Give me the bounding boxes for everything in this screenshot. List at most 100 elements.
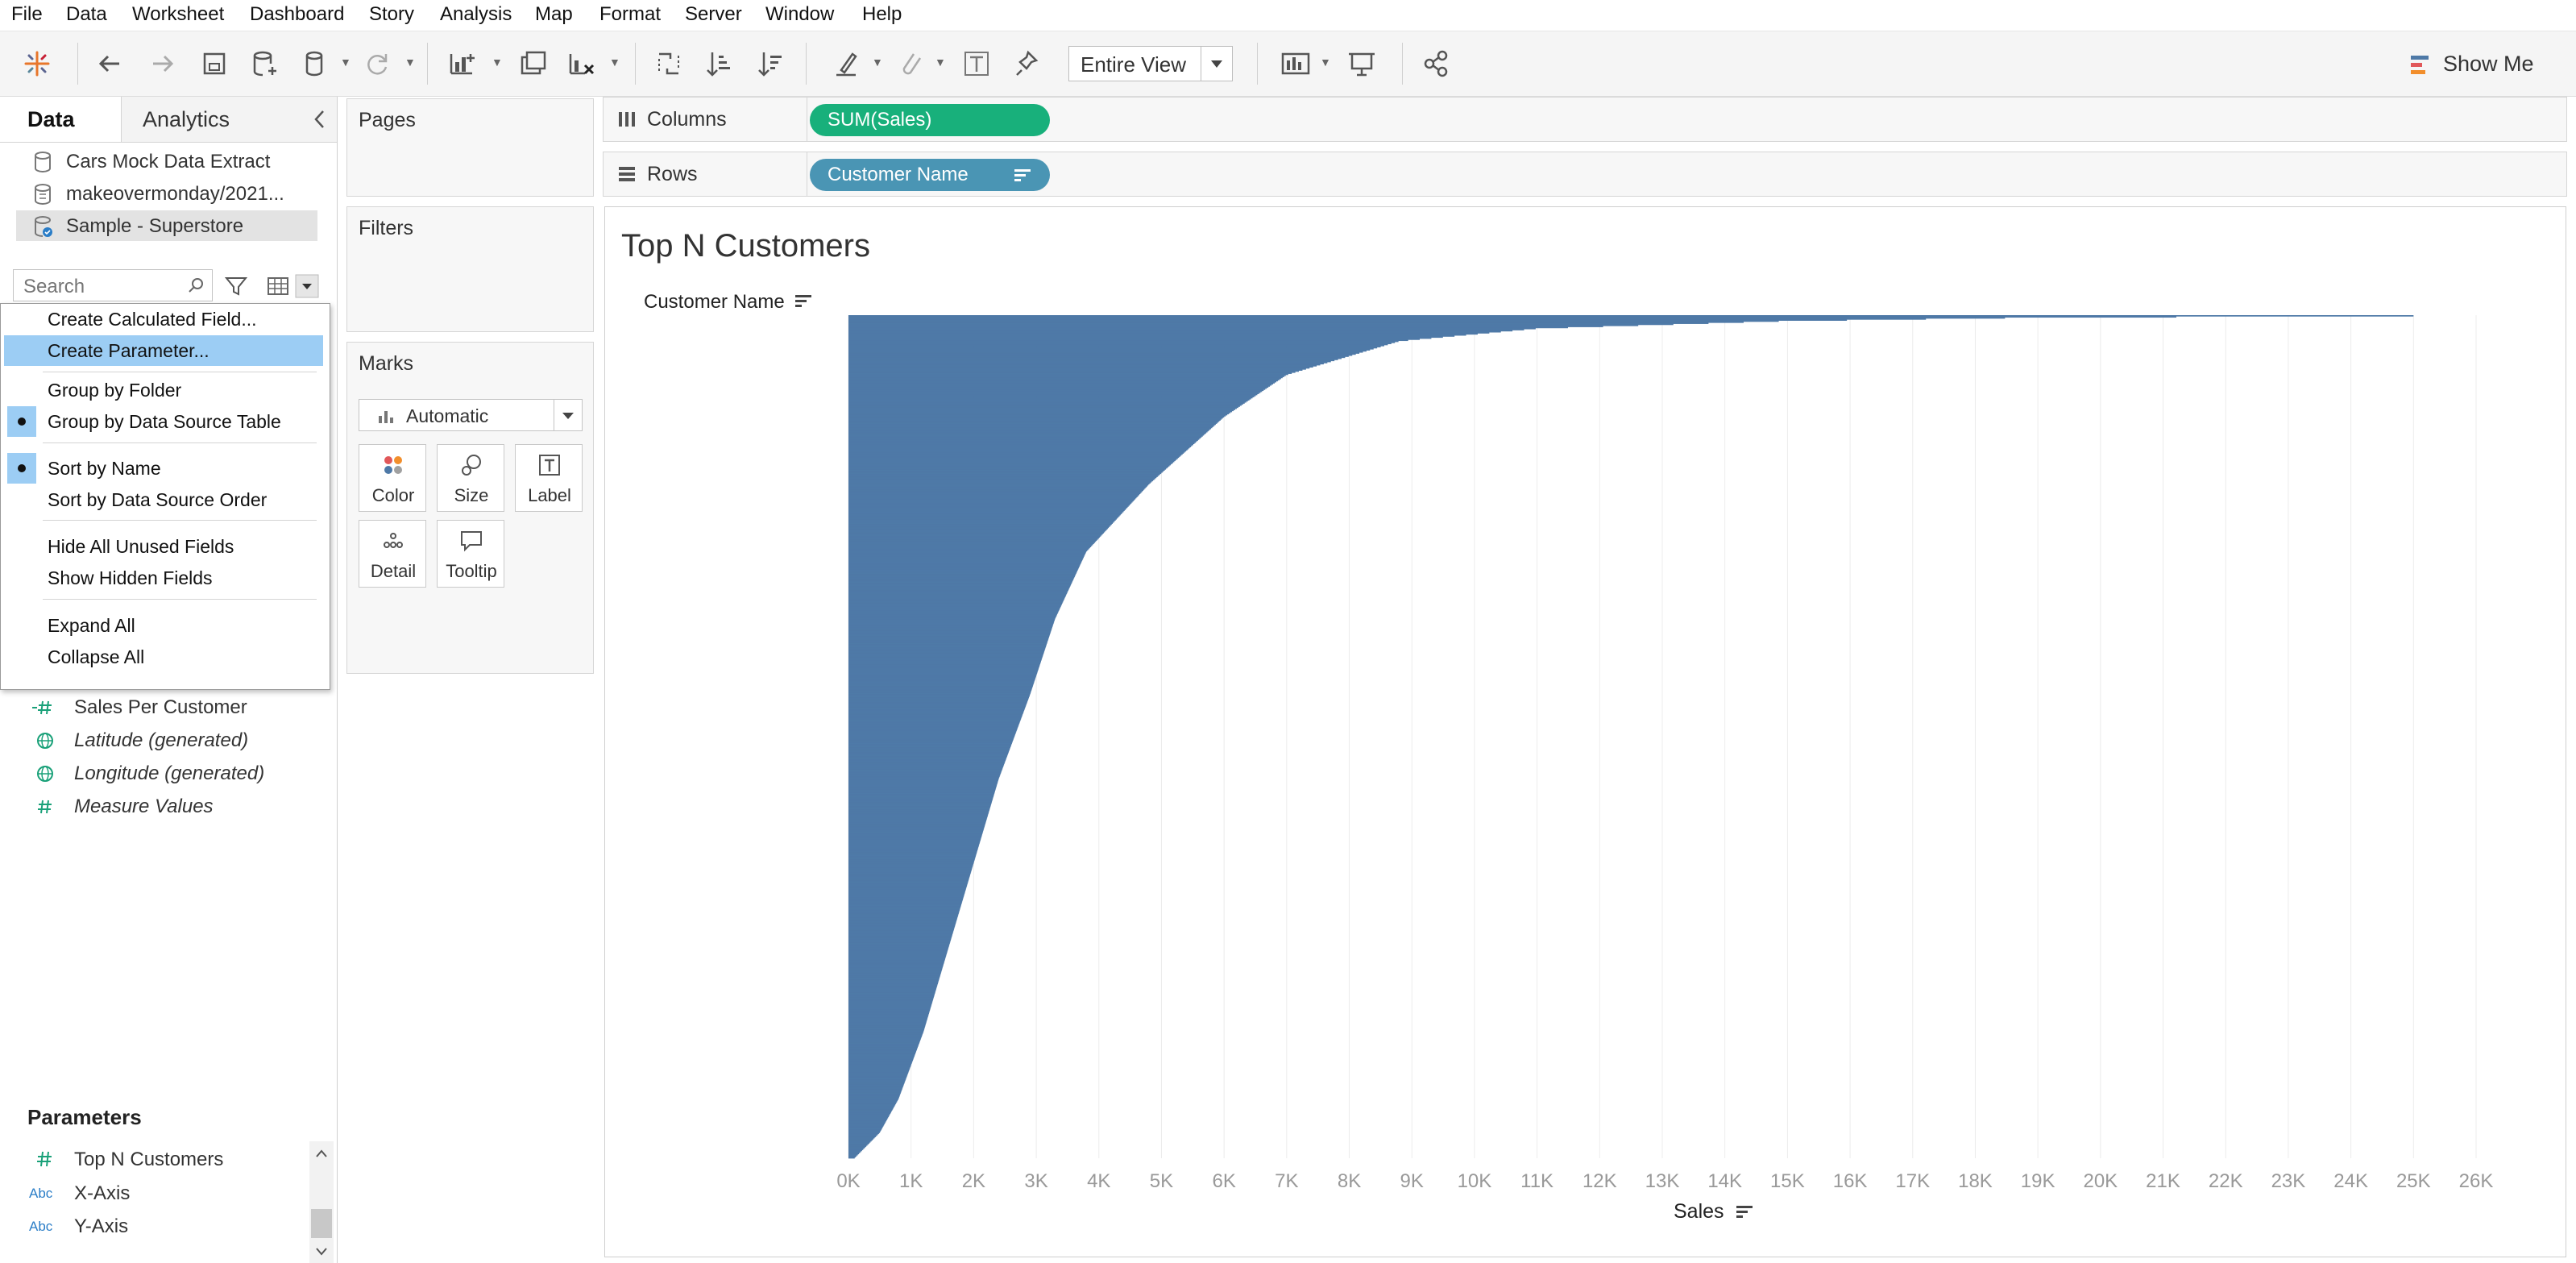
customer-bar[interactable] (848, 1075, 907, 1077)
customer-bar[interactable] (848, 1026, 925, 1028)
new-worksheet-icon[interactable] (445, 46, 480, 81)
customer-bar[interactable] (848, 879, 969, 882)
customer-bar[interactable] (848, 844, 979, 846)
row-header-customer-name[interactable]: Customer Name (644, 291, 785, 313)
customer-bar[interactable] (848, 764, 1004, 767)
customer-bar[interactable] (848, 787, 996, 790)
customer-bar[interactable] (848, 742, 1012, 744)
customer-bar[interactable] (848, 526, 1110, 527)
customer-bar[interactable] (848, 804, 991, 806)
filter-icon[interactable] (224, 274, 248, 298)
menu-server[interactable]: Server (685, 3, 742, 25)
customer-bar[interactable] (848, 883, 968, 886)
customer-bar[interactable] (848, 837, 981, 839)
customer-bar[interactable] (848, 483, 1150, 485)
customer-bar[interactable] (848, 1082, 905, 1085)
customer-bar[interactable] (848, 433, 1205, 435)
customer-bar[interactable] (848, 1111, 891, 1113)
customer-bar[interactable] (848, 822, 986, 824)
customer-bar[interactable] (848, 662, 1041, 663)
customer-bar[interactable] (848, 456, 1180, 459)
customer-bar[interactable] (848, 870, 972, 873)
customer-bar[interactable] (848, 746, 1011, 747)
customer-bar[interactable] (848, 547, 1089, 550)
highlight-icon[interactable] (830, 46, 865, 81)
customer-bar[interactable] (848, 1082, 905, 1083)
customer-bar[interactable] (848, 504, 1130, 506)
customer-bar[interactable] (848, 1144, 868, 1146)
customer-bar[interactable] (848, 880, 969, 883)
customer-bar[interactable] (848, 523, 1112, 526)
customer-bar[interactable] (848, 717, 1022, 719)
customer-bar[interactable] (848, 1114, 890, 1116)
customer-bar[interactable] (848, 811, 989, 813)
customer-bar[interactable] (848, 426, 1213, 429)
marks-label-button[interactable]: Label (515, 444, 583, 512)
customer-bar[interactable] (848, 756, 1007, 758)
customer-bar[interactable] (848, 754, 1008, 756)
customer-bar[interactable] (848, 995, 935, 997)
customer-bar[interactable] (848, 1052, 916, 1053)
customer-bar[interactable] (848, 1150, 861, 1153)
customer-bar[interactable] (848, 319, 1848, 321)
customer-bar[interactable] (848, 380, 1276, 383)
customer-bar[interactable] (848, 520, 1115, 522)
customer-bar[interactable] (848, 966, 944, 967)
customer-bar[interactable] (848, 336, 1443, 339)
customer-bar[interactable] (848, 385, 1271, 387)
customer-bar[interactable] (848, 479, 1155, 480)
parameter-top-n-customers[interactable]: Top N Customers (29, 1144, 311, 1174)
customer-bar[interactable] (848, 352, 1360, 354)
customer-bar[interactable] (848, 417, 1223, 419)
customer-bar[interactable] (848, 646, 1047, 647)
customer-bar[interactable] (848, 315, 2414, 317)
customer-bar[interactable] (848, 767, 1003, 769)
customer-bar[interactable] (848, 937, 952, 940)
customer-bar[interactable] (848, 972, 941, 974)
customer-bar[interactable] (848, 1152, 861, 1153)
menu-data[interactable]: Data (66, 3, 107, 25)
customer-bar[interactable] (848, 549, 1089, 550)
customer-bar[interactable] (848, 760, 1006, 762)
customer-bar[interactable] (848, 732, 1016, 733)
customer-bar[interactable] (848, 360, 1331, 363)
customer-bar[interactable] (848, 604, 1062, 606)
customer-bar[interactable] (848, 613, 1058, 615)
customer-bar[interactable] (848, 860, 975, 862)
customer-bar[interactable] (848, 713, 1023, 715)
pin-axes-icon[interactable] (1010, 46, 1046, 81)
customer-bar[interactable] (848, 945, 949, 947)
customer-bar[interactable] (848, 567, 1079, 570)
customer-bar[interactable] (848, 369, 1303, 371)
customer-bar[interactable] (848, 488, 1145, 490)
customer-bar[interactable] (848, 1140, 871, 1143)
customer-bar[interactable] (848, 1024, 926, 1026)
customer-bar[interactable] (848, 762, 1006, 763)
customer-bar[interactable] (848, 419, 1221, 421)
customer-bar[interactable] (848, 1133, 878, 1136)
customer-bar[interactable] (848, 1040, 920, 1042)
customer-bar[interactable] (848, 783, 998, 786)
customer-bar[interactable] (848, 1063, 912, 1066)
customer-bar[interactable] (848, 324, 1639, 326)
customer-bar[interactable] (848, 332, 1490, 334)
customer-bar[interactable] (848, 403, 1243, 405)
customer-bar[interactable] (848, 902, 962, 904)
customer-bar[interactable] (848, 1017, 928, 1020)
customer-bar[interactable] (848, 794, 994, 796)
customer-bar[interactable] (848, 697, 1029, 700)
customer-bar[interactable] (848, 757, 1007, 759)
customer-bar[interactable] (848, 347, 1378, 349)
customer-bar[interactable] (848, 990, 936, 992)
customer-bar[interactable] (848, 803, 992, 805)
customer-bar[interactable] (848, 916, 958, 919)
customer-bar[interactable] (848, 460, 1175, 463)
customer-bar[interactable] (848, 484, 1149, 486)
customer-bar[interactable] (848, 709, 1025, 712)
customer-bar[interactable] (848, 625, 1053, 627)
customer-bar[interactable] (848, 911, 960, 913)
customer-bar[interactable] (848, 1106, 894, 1108)
customer-bar[interactable] (848, 809, 989, 812)
customer-bar[interactable] (848, 412, 1231, 413)
customer-bar[interactable] (848, 932, 953, 933)
